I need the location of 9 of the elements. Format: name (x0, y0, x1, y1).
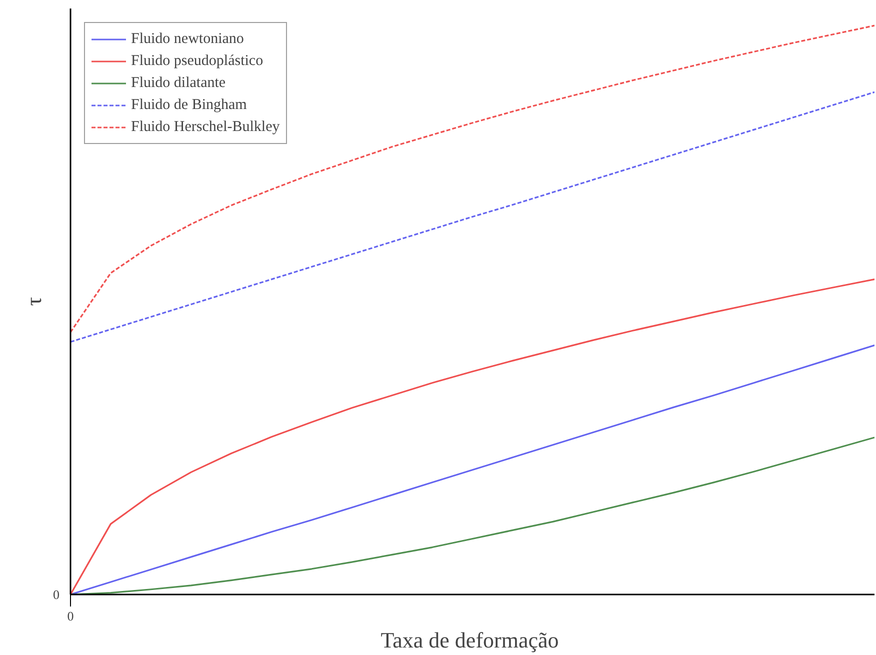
legend-label: Fluido de Bingham (131, 96, 247, 114)
legend-label: Fluido newtoniano (131, 30, 244, 48)
legend-label: Fluido dilatante (131, 74, 226, 92)
y-axis-title: τ (21, 296, 46, 306)
legend-label: Fluido pseudoplástico (131, 52, 264, 70)
text: 0 (53, 587, 60, 602)
legend-label: Fluido Herschel-Bulkley (131, 118, 280, 136)
text: 0 (67, 608, 74, 624)
x-axis-title: Taxa de deformação (380, 628, 559, 652)
